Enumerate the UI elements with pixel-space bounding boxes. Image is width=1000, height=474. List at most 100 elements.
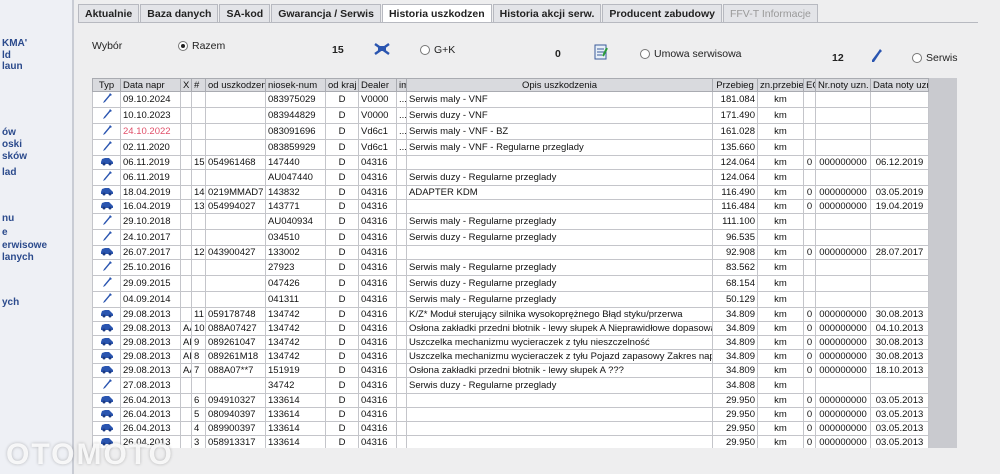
header-row: Typ Data napr X # od uszkodzen niosek-num od k… [92,78,929,92]
column-header[interactable]: X [180,78,192,92]
cell: 15 [191,155,206,170]
cell: 000000000 [815,185,871,200]
type-icon [100,366,113,374]
cell: 10.10.2023 [120,107,181,124]
radio-label[interactable]: Umowa serwisowa [654,48,742,60]
column-header[interactable]: im [396,78,407,92]
tab[interactable]: Producent zabudowy [602,4,722,22]
radio-option[interactable]: Razem [178,40,225,52]
cell: km [757,349,804,364]
cell [205,259,266,276]
icon-wrench [92,139,121,156]
cell: ... [396,91,407,108]
column-header[interactable]: Przebieg [712,78,758,92]
cell [396,259,407,276]
count: 15 [332,44,344,56]
cell: D [325,107,359,124]
radio-label[interactable]: Serwis [926,52,958,64]
radio-button[interactable] [640,49,650,59]
tab[interactable]: FFV-T Informacje [722,4,818,22]
cell: D [325,335,359,350]
cell [803,139,816,156]
cell [396,377,407,394]
radio-button[interactable] [420,45,430,55]
tab[interactable]: Historia akcji serw. [492,4,602,22]
cell: 000000000 [815,307,871,322]
cell: 04316 [358,291,397,308]
tab[interactable]: Aktualnie [78,4,140,22]
cell [180,107,192,124]
cell: 116.490 [712,185,758,200]
sidebar-item: erwisowe [2,240,48,251]
cell [191,107,206,124]
cell: 04316 [358,275,397,292]
sidebar-item: ld [2,50,11,61]
cell: 000000000 [815,155,871,170]
cell [191,229,206,246]
radio-label[interactable]: Razem [192,40,226,52]
cell: 0 [803,185,816,200]
cell: 25.10.2016 [120,259,181,276]
table-row: 24.10.2022 083091696 D Vd6c1... Serwis maly … [92,123,929,140]
radio-label[interactable]: G+K [434,44,456,56]
icon-wrench [92,229,121,246]
column-header[interactable]: Dealer [358,78,397,92]
table-row: 29.10.2018 AU040934 D 04316 Serwis maly - Re… [92,213,929,230]
cell: 147440 [265,155,326,170]
column-header[interactable]: Opis uszkodzenia [406,78,713,92]
column-header[interactable]: niosek-num [265,78,326,92]
table-row: 04.09.2014 041311 D 04316 Serwis maly - Regu… [92,291,929,308]
tab[interactable]: Baza danych [140,4,219,22]
column-header[interactable]: Data noty uzn. [870,78,929,92]
tab[interactable]: Gwarancja / Serwis [271,4,381,22]
icon-car [92,435,121,448]
column-header[interactable]: od uszkodzen [205,78,266,92]
cell: km [757,421,804,436]
cell [396,393,407,408]
sidebar-item: ych [2,297,20,308]
cell [205,275,266,292]
column-header[interactable]: Typ [92,78,121,92]
tab[interactable]: SA-kod [219,4,271,22]
cell: 19.04.2019 [870,199,929,214]
cell [180,435,192,448]
icon-car [92,393,121,408]
cell [803,91,816,108]
cell: 04316 [358,185,397,200]
radio-option[interactable]: Serwis [912,52,958,64]
cell: Serwis duzy - VNF [406,107,713,124]
column-header[interactable]: Data napr [120,78,181,92]
sidebar-item: nu [2,213,15,224]
cell: km [757,123,804,140]
sidebar-item: ów [2,127,16,138]
cell [205,213,266,230]
radio-option[interactable]: G+K [420,44,455,56]
radio-button[interactable] [912,53,922,63]
cell [815,123,871,140]
cell: 29.950 [712,393,758,408]
cell [180,291,192,308]
column-header[interactable]: zn.przebie [757,78,804,92]
watermark: OTOMOTO [6,438,174,471]
cell: D [325,229,359,246]
cell [396,307,407,322]
column-header[interactable]: # [191,78,206,92]
cell: Serwis maly - Regularne przeglady [406,291,713,308]
cell [191,213,206,230]
radio-button[interactable] [178,41,188,51]
cell: km [757,435,804,448]
column-header[interactable]: Nr.noty uzn. [815,78,871,92]
type-icon [100,352,113,360]
column-header[interactable]: EC [803,78,816,92]
tab[interactable]: Historia uszkodzen [381,4,492,22]
cell: 29.08.2013 [120,363,181,378]
radio-option[interactable]: Umowa serwisowa [640,48,742,60]
cell: Osłona zakładki przedni błotnik - lewy s… [406,321,713,336]
cell: 30.08.2013 [870,335,929,350]
type-icon [100,202,113,210]
column-header[interactable]: od kraj [325,78,359,92]
cell [191,275,206,292]
cell: D [325,245,359,260]
type-icon [100,338,113,346]
cell [870,139,929,156]
